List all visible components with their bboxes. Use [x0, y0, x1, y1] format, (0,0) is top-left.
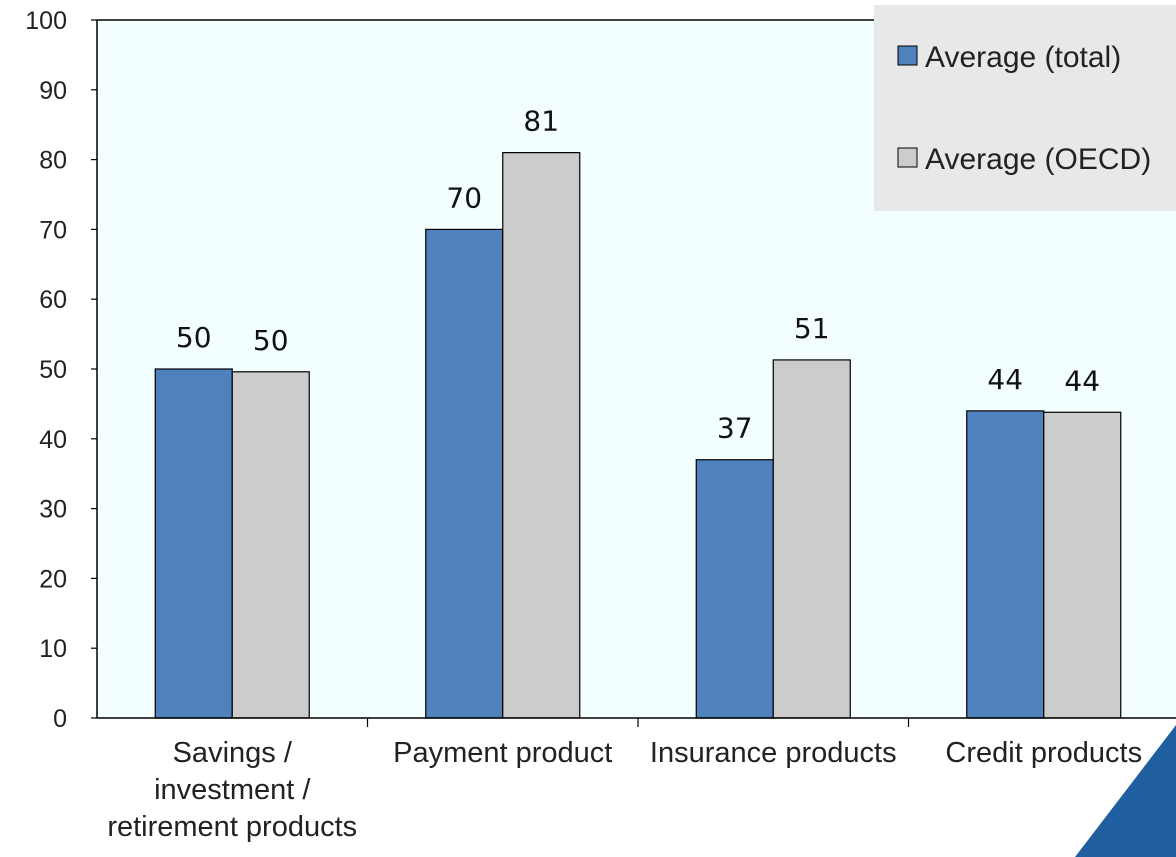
legend-swatch-0: [897, 45, 918, 66]
data-label-total-1: 70: [446, 181, 482, 214]
bar-total-3: [966, 410, 1045, 719]
y-tick-label-5: 50: [39, 356, 67, 384]
x-category-label-2: Insurance products: [650, 737, 897, 769]
data-label-total-0: 50: [176, 321, 212, 354]
data-label-total-2: 37: [717, 412, 753, 445]
y-tick-label-6: 60: [39, 286, 67, 314]
x-category-label-line: Payment product: [393, 737, 612, 769]
x-category-label-line: investment /: [154, 774, 311, 806]
data-label-oecd-2: 51: [794, 312, 830, 345]
y-tick-label-4: 40: [39, 426, 67, 454]
legend-box: [874, 5, 1176, 211]
legend-label-1: Average (OECD): [925, 143, 1151, 176]
bar-oecd-2: [772, 359, 851, 719]
bar-oecd-3: [1043, 411, 1122, 719]
bar-oecd-1: [502, 152, 581, 719]
x-category-label-line: Insurance products: [650, 737, 897, 769]
bar-total-1: [425, 228, 504, 719]
y-tick-label-3: 30: [39, 496, 67, 524]
y-tick-label-1: 10: [39, 635, 67, 663]
y-tick-label-8: 80: [39, 147, 67, 175]
x-category-label-line: Credit products: [945, 737, 1142, 769]
data-label-oecd-0: 50: [253, 324, 289, 357]
x-category-label-line: retirement products: [107, 811, 357, 843]
corner-accent-decoration: [1075, 725, 1176, 857]
x-category-label-0: Savings / investment / retirement products: [107, 737, 357, 843]
x-category-label-1: Payment product: [393, 737, 612, 769]
y-tick-label-7: 70: [39, 216, 67, 244]
x-category-label-3: Credit products: [945, 737, 1142, 769]
legend-swatch-1: [897, 147, 918, 168]
y-tick-label-2: 20: [39, 565, 67, 593]
bar-total-2: [695, 459, 774, 719]
bar-oecd-0: [231, 371, 310, 719]
y-tick-label-10: 100: [25, 7, 67, 35]
y-tick-label-0: 0: [53, 705, 67, 733]
x-category-label-line: Savings /: [173, 737, 293, 769]
chart-legend: Average (total) Average (OECD): [874, 5, 1176, 211]
data-label-oecd-1: 81: [523, 105, 559, 138]
data-label-total-3: 44: [987, 363, 1023, 396]
y-tick-label-9: 90: [39, 77, 67, 105]
data-label-oecd-3: 44: [1064, 364, 1100, 397]
bar-total-0: [154, 368, 233, 719]
legend-label-0: Average (total): [925, 41, 1121, 74]
